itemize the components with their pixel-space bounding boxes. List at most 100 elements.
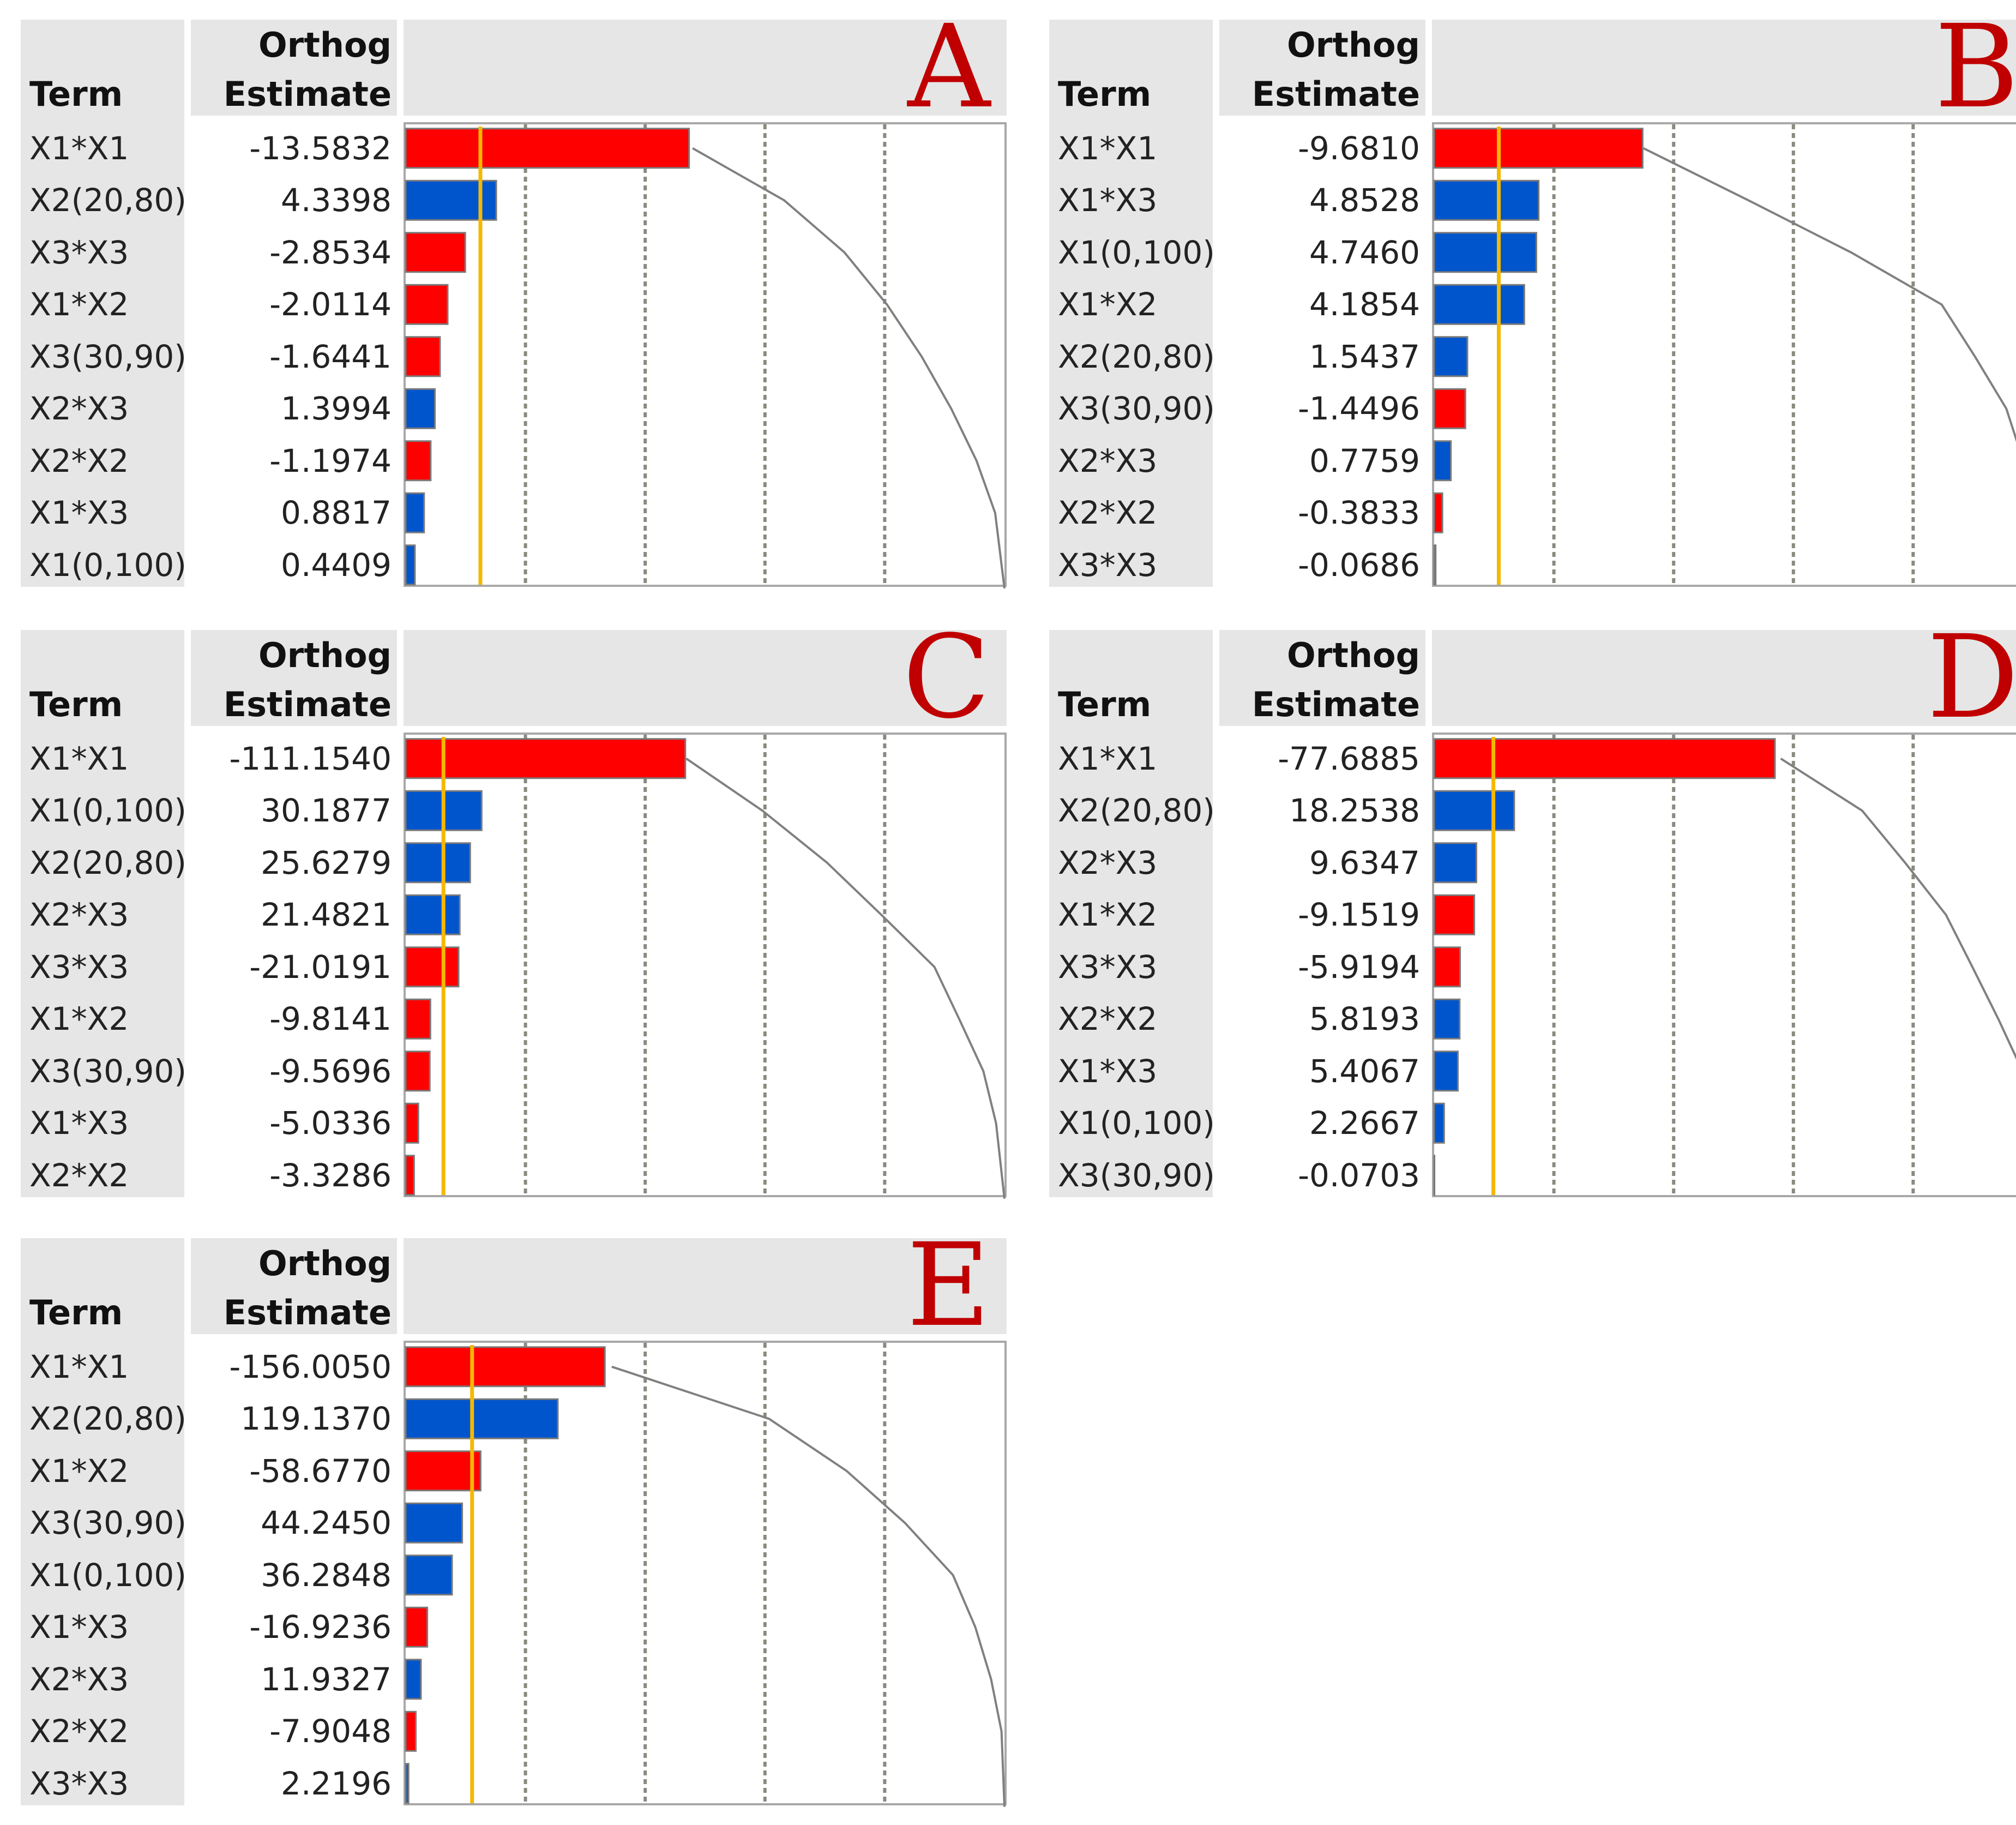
term-label: X2*X2	[1058, 494, 1158, 532]
estimate-value: 4.3398	[281, 182, 392, 219]
estimate-value: 0.8817	[281, 494, 392, 532]
term-label: X2(20,80)	[29, 844, 186, 881]
estimate-bar	[405, 232, 466, 273]
estimate-value: 0.4409	[281, 546, 392, 584]
panel-letter: B	[1934, 0, 2016, 134]
term-label: X3*X3	[1058, 948, 1158, 986]
estimate-bar	[1433, 946, 1461, 988]
term-label: X2*X2	[1058, 1000, 1158, 1038]
cumulative-curve	[1643, 147, 2016, 442]
estimate-header: Estimate	[1251, 74, 1420, 114]
estimate-value: -16.9236	[249, 1608, 392, 1646]
estimate-bar	[405, 1763, 410, 1804]
estimate-bar	[405, 1710, 417, 1752]
estimate-header-bg: Orthog Estimate	[191, 630, 397, 726]
estimate-value: -1.4496	[1298, 390, 1420, 428]
cumulative-curve	[611, 1365, 1006, 1807]
estimate-bar	[1433, 440, 1452, 482]
estimate-value: 18.2538	[1289, 792, 1420, 830]
term-label: X1(0,100)	[1058, 1104, 1215, 1142]
panel-c: Term X1*X1 X1(0,100) X2(20,80) X2*X3 X3*X3 X1…	[21, 620, 1007, 1199]
term-label: X1*X2	[1058, 286, 1158, 323]
estimate-bar	[405, 1102, 419, 1144]
term-column: Term X1*X1 X2(20,80) X3*X3 X1*X2 X3(30,90) X2…	[21, 20, 186, 587]
estimate-value: -5.9194	[1298, 948, 1420, 986]
estimate-bar	[405, 1050, 431, 1092]
estimate-bar	[405, 998, 431, 1040]
term-label: X3(30,90)	[1058, 1156, 1215, 1194]
estimate-value: -5.0336	[269, 1104, 392, 1142]
estimate-bar	[405, 492, 425, 533]
estimate-value: -7.9048	[269, 1713, 392, 1750]
estimate-value: -3.3286	[269, 1156, 392, 1194]
panel-letter: D	[1927, 610, 2016, 744]
estimate-bar	[1433, 1102, 1445, 1144]
estimate-bar	[405, 894, 461, 935]
term-label: X1*X1	[29, 1348, 129, 1385]
estimate-bar	[1433, 1050, 1459, 1092]
term-label: X1(0,100)	[1058, 233, 1215, 271]
estimate-column: Orthog Estimate -77.6885 18.2538 9.6347 -9.…	[1219, 630, 1425, 1197]
plot-header: D	[1432, 620, 2016, 735]
pareto-plot-svg	[1433, 735, 2016, 1196]
term-label: X1*X2	[29, 286, 129, 323]
estimate-header-bg: Orthog Estimate	[1219, 630, 1425, 726]
estimate-value: 25.6279	[261, 844, 392, 881]
orthog-header: Orthog	[1286, 635, 1420, 675]
estimate-value: 9.6347	[1309, 844, 1420, 881]
term-column: Term X1*X1 X1(0,100) X2(20,80) X2*X3 X3*X3 X1…	[21, 630, 186, 1197]
term-label: X3(30,90)	[29, 1504, 186, 1542]
term-label: X2*X3	[29, 390, 129, 428]
term-label: X1*X1	[29, 129, 129, 167]
estimate-value: 5.4067	[1309, 1052, 1420, 1090]
estimate-bar	[1433, 738, 1776, 779]
estimate-bar	[1433, 790, 1515, 831]
estimate-bar	[405, 1502, 464, 1544]
estimate-value: -9.1519	[1298, 896, 1420, 934]
estimate-value: -13.5832	[249, 129, 392, 167]
estimate-column: Orthog Estimate -13.5832 4.3398 -2.8534 -2.…	[191, 20, 397, 587]
estimate-value: 1.3994	[281, 390, 392, 428]
estimate-value: -0.0686	[1298, 546, 1420, 584]
estimate-bar	[1433, 128, 1644, 169]
cumulative-curve	[692, 147, 1006, 589]
term-label: X3(30,90)	[29, 1052, 186, 1090]
plot-header: A	[404, 10, 1007, 124]
term-label: X2(20,80)	[29, 182, 186, 219]
orthog-header: Orthog	[1286, 25, 1420, 65]
estimate-value: -111.1540	[229, 740, 392, 777]
term-header: Term	[29, 74, 123, 114]
estimate-bar	[405, 179, 497, 221]
estimate-header-bg: Orthog Estimate	[1219, 20, 1425, 116]
term-header: Term	[29, 1293, 123, 1332]
estimate-bar	[405, 1155, 415, 1196]
estimate-bar	[405, 388, 436, 429]
term-label: X2*X3	[29, 896, 129, 934]
term-header: Term	[1058, 74, 1152, 114]
estimate-bar	[405, 1346, 606, 1388]
pareto-plot-frame	[404, 733, 1007, 1197]
estimate-value: -9.5696	[269, 1052, 392, 1090]
term-label: X1*X1	[1058, 129, 1158, 167]
estimate-value: -0.3833	[1298, 494, 1420, 532]
pareto-plot-svg	[405, 735, 1006, 1199]
estimate-column: Orthog Estimate -9.6810 4.8528 4.7460 4.185…	[1219, 20, 1425, 587]
estimate-column: Orthog Estimate -156.0050 119.1370 -58.677…	[191, 1238, 397, 1805]
estimate-value: 44.2450	[261, 1504, 392, 1542]
term-label: X2*X2	[29, 1156, 129, 1194]
term-label: X3(30,90)	[1058, 390, 1215, 428]
estimate-bar	[405, 336, 441, 377]
estimate-value: 5.8193	[1309, 1000, 1420, 1038]
panel-letter: A	[907, 0, 990, 134]
estimate-bar	[1433, 1155, 1436, 1196]
estimate-value: 11.9327	[261, 1660, 392, 1698]
estimate-header: Estimate	[223, 1293, 392, 1332]
estimate-value: 21.4821	[261, 896, 392, 934]
estimate-value: -58.6770	[249, 1452, 392, 1490]
estimate-bar	[1433, 388, 1466, 429]
estimate-value: 1.5437	[1309, 338, 1420, 375]
pareto-plot-svg	[1433, 124, 2016, 586]
estimate-bar	[1433, 232, 1537, 273]
estimate-value: -1.6441	[269, 338, 392, 375]
estimate-value: -77.6885	[1278, 740, 1420, 777]
